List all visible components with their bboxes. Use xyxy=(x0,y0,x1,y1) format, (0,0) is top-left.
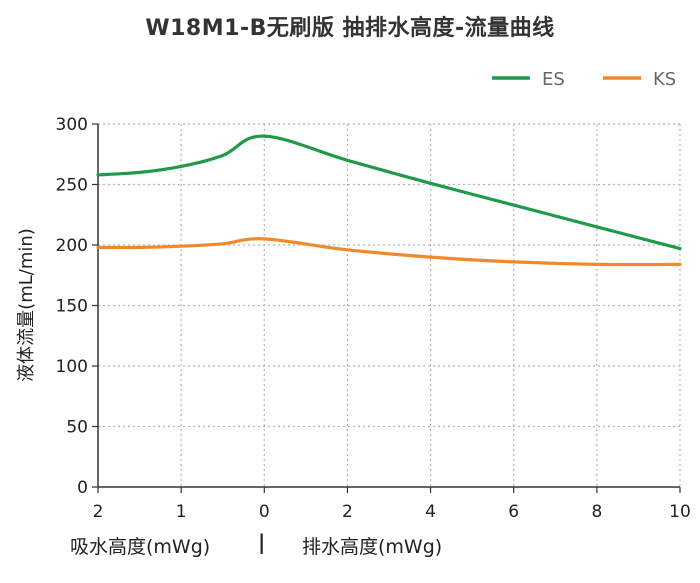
y-tick-label: 300 xyxy=(56,115,88,135)
y-tick-label: 0 xyxy=(77,478,88,498)
y-tick-label: 250 xyxy=(56,176,88,196)
x-tick-label: 6 xyxy=(508,502,519,522)
x-tick-label: 0 xyxy=(259,502,270,522)
legend-label-es: ES xyxy=(542,69,565,90)
x-tick-label: 4 xyxy=(425,502,436,522)
series-line-ks xyxy=(96,237,682,267)
x-tick-label: 2 xyxy=(93,502,104,522)
series-layer xyxy=(96,134,682,267)
legend-label-ks: KS xyxy=(653,69,676,90)
x-tick-label: 2 xyxy=(342,502,353,522)
chart-title: W18M1-B无刷版 抽排水高度-流量曲线 xyxy=(145,16,555,41)
x-axis-label-discharge: 排水高度(mWg) xyxy=(302,536,443,558)
x-tick-label: 8 xyxy=(591,502,602,522)
y-tick-label: 150 xyxy=(56,297,88,317)
x-tick-label: 1 xyxy=(176,502,187,522)
legend: ES KS xyxy=(492,69,676,90)
x-axis-label-separator: | xyxy=(258,530,266,554)
y-axis-label: 液体流量(mL/min) xyxy=(16,228,37,382)
y-tick-label: 200 xyxy=(56,236,88,256)
x-tick-label: 10 xyxy=(669,502,691,522)
y-tick-label: 100 xyxy=(56,357,88,377)
axes xyxy=(92,123,681,493)
y-tick-label: 50 xyxy=(66,418,88,438)
x-axis-label-suction: 吸水高度(mWg) xyxy=(70,536,211,558)
series-line-es xyxy=(96,134,682,251)
grid-lines xyxy=(98,123,681,487)
